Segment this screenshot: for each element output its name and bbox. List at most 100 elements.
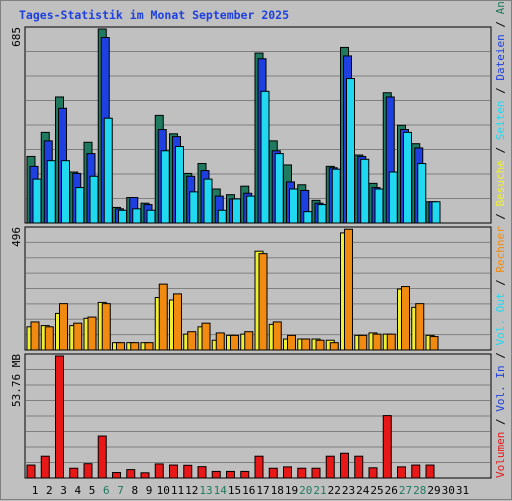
bar-rechner-day-20 <box>301 338 311 351</box>
bar-seiten-day-13 <box>203 178 213 224</box>
bar-rechner-day-4 <box>73 322 83 351</box>
x-tick-label-day-18: 18 <box>271 484 284 497</box>
x-tick-label-day-1: 1 <box>32 484 39 497</box>
bar-seiten-day-21 <box>317 204 327 224</box>
bar-seiten-day-22 <box>331 168 341 224</box>
bar-volumen-day-21 <box>311 467 321 479</box>
bar-seiten-day-27 <box>403 131 412 224</box>
x-tick-label-day-16: 16 <box>242 484 255 497</box>
bar-rechner-day-10 <box>158 283 168 351</box>
bar-volumen-day-12 <box>183 464 193 479</box>
bar-rechner-day-28 <box>415 303 425 351</box>
bar-rechner-day-15 <box>230 334 239 351</box>
bar-volumen-day-20 <box>297 467 307 479</box>
x-tick-label-day-24: 24 <box>356 484 370 497</box>
x-tick-label-day-6: 6 <box>103 484 110 497</box>
bar-volumen-day-13 <box>197 466 207 479</box>
bar-seiten-day-5 <box>89 175 99 224</box>
chart-title: Tages-Statistik im Monat September 2025 <box>19 8 289 22</box>
bar-rechner-day-6 <box>101 303 111 351</box>
bar-seiten-day-25 <box>374 188 384 224</box>
bar-volumen-day-23 <box>340 452 349 479</box>
x-tick-label-day-20: 20 <box>299 484 312 497</box>
bar-volumen-day-1 <box>26 464 36 479</box>
legend-separator: / <box>494 140 507 160</box>
legend-separator: / <box>494 273 507 293</box>
bar-rechner-day-8 <box>130 342 140 351</box>
bar-rechner-day-21 <box>315 339 325 351</box>
bar-seiten-day-20 <box>303 211 313 224</box>
bar-rechner-day-16 <box>244 331 254 351</box>
bar-rechner-day-19 <box>287 334 296 351</box>
bar-volumen-day-8 <box>126 469 136 479</box>
bar-rechner-day-1 <box>30 321 40 351</box>
x-tick-label-day-14: 14 <box>214 484 228 497</box>
bar-seiten-day-12 <box>189 191 199 224</box>
legend-entry-dateien: Dateien <box>494 34 507 80</box>
x-tick-label-day-7: 7 <box>117 484 124 497</box>
bar-seiten-day-6 <box>103 117 113 224</box>
bar-rechner-day-14 <box>215 332 225 351</box>
bar-seiten-day-8 <box>132 208 142 224</box>
y-max-label-requests: 685 <box>10 27 23 47</box>
bar-rechner-day-5 <box>87 316 97 351</box>
bar-rechner-day-11 <box>173 293 182 351</box>
bar-volumen-day-4 <box>69 467 79 479</box>
x-tick-label-day-31: 31 <box>456 484 469 497</box>
legend-separator: / <box>494 81 507 101</box>
bar-seiten-day-3 <box>61 160 70 224</box>
bar-volumen-day-28 <box>411 464 421 479</box>
bar-rechner-day-18 <box>272 321 282 351</box>
legend-entry-vol-in: Vol. In <box>494 365 507 411</box>
x-tick-label-day-25: 25 <box>370 484 383 497</box>
bar-rechner-day-12 <box>187 331 197 351</box>
x-tick-label-day-26: 26 <box>385 484 398 497</box>
bar-seiten-day-1 <box>32 178 42 224</box>
legend-separator: / <box>494 412 507 432</box>
x-tick-label-day-10: 10 <box>157 484 170 497</box>
bar-seiten-day-19 <box>289 188 298 224</box>
bar-seiten-day-26 <box>388 171 398 224</box>
bar-rechner-day-22 <box>329 342 339 351</box>
bar-seiten-day-24 <box>360 158 370 224</box>
x-tick-label-day-4: 4 <box>74 484 81 497</box>
bar-seiten-day-9 <box>146 209 156 224</box>
bar-rechner-day-9 <box>144 342 154 351</box>
bar-seiten-day-15 <box>232 198 241 224</box>
bar-seiten-day-18 <box>274 153 284 224</box>
bar-rechner-day-23 <box>344 228 353 351</box>
x-tick-label-day-3: 3 <box>60 484 67 497</box>
legend-entry-besuche: Besuche <box>494 160 507 206</box>
x-tick-label-day-19: 19 <box>285 484 298 497</box>
bar-volumen-day-9 <box>140 472 150 479</box>
bar-rechner-day-17 <box>258 253 268 351</box>
bar-seiten-day-14 <box>217 209 227 224</box>
bar-seiten-day-16 <box>246 195 256 224</box>
bar-volumen-day-29 <box>425 464 435 479</box>
bar-rechner-day-2 <box>44 326 54 351</box>
bar-rechner-day-24 <box>358 334 368 351</box>
bar-volumen-day-17 <box>254 455 264 479</box>
legend-entry-anfragen: Anfragen <box>494 1 507 14</box>
x-tick-label-day-9: 9 <box>146 484 153 497</box>
x-tick-label-day-8: 8 <box>131 484 138 497</box>
legend-separator: / <box>494 346 507 366</box>
bar-rechner-day-29 <box>429 336 439 351</box>
bar-volumen-day-22 <box>325 455 335 479</box>
bar-rechner-day-13 <box>201 322 211 351</box>
bar-seiten-day-23 <box>346 78 355 224</box>
x-tick-label-day-2: 2 <box>46 484 53 497</box>
x-tick-label-day-21: 21 <box>313 484 326 497</box>
x-tick-label-day-13: 13 <box>199 484 212 497</box>
legend-entry-volumen: Volumen <box>494 432 507 478</box>
bar-seiten-day-29 <box>431 201 441 224</box>
bar-volumen-day-15 <box>226 470 235 479</box>
bar-seiten-day-11 <box>175 146 184 224</box>
bar-volumen-day-6 <box>97 435 107 479</box>
bar-volumen-day-14 <box>211 470 221 479</box>
x-tick-label-day-17: 17 <box>256 484 269 497</box>
bar-rechner-day-26 <box>386 333 396 351</box>
legend-entry-vol-out: Vol. Out <box>494 293 507 346</box>
